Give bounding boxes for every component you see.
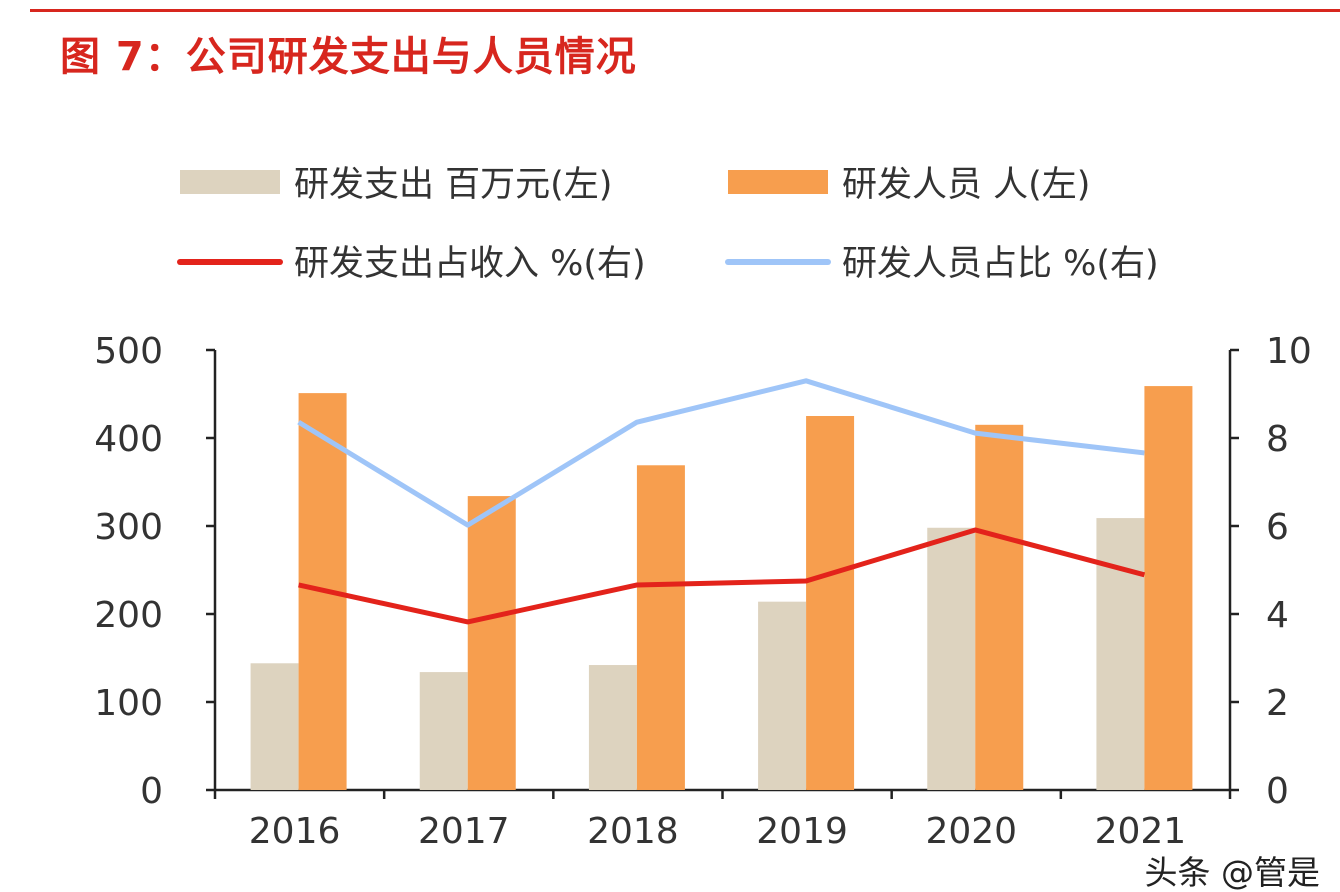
bar-rd-expense-2019	[758, 601, 807, 790]
bar-rd-expense-2020	[927, 527, 976, 790]
bar-rd-staff-2019	[806, 416, 855, 790]
legend-label: 研发人员占比 %(右)	[842, 244, 1159, 284]
left-tick-label: 0	[140, 771, 163, 812]
line-rd-expense-ratio	[298, 527, 1146, 625]
left-tick-label: 300	[94, 507, 163, 548]
x-tick-label: 2016	[249, 811, 341, 852]
left-tick-label: 400	[94, 419, 163, 460]
left-tick-label: 100	[94, 683, 163, 724]
bar-rd-staff-2020	[975, 424, 1024, 790]
x-tick-label: 2019	[756, 811, 848, 852]
legend-label: 研发支出占收入 %(右)	[294, 244, 646, 284]
bar-rd-expense-2021	[1096, 518, 1145, 790]
left-tick-label: 200	[94, 595, 163, 636]
x-tick-label: 2018	[587, 811, 679, 852]
bar-rd-expense-2018	[588, 665, 637, 790]
right-tick-label: 6	[1266, 507, 1289, 548]
right-tick-label: 8	[1266, 419, 1289, 460]
right-tick-label: 0	[1266, 771, 1289, 812]
right-tick-label: 10	[1266, 331, 1312, 372]
x-tick-label: 2017	[418, 811, 510, 852]
bar-rd-expense-2016	[250, 663, 299, 790]
legend-label: 研发人员 人(左)	[842, 165, 1090, 205]
chart-title: 图 7：公司研发支出与人员情况	[60, 34, 637, 80]
bar-rd-staff-2017	[467, 496, 516, 790]
line-rd-staff-ratio	[297, 378, 1145, 528]
left-tick-label: 500	[94, 331, 163, 372]
x-tick-label: 2021	[1095, 811, 1187, 852]
legend-swatch	[180, 170, 280, 194]
right-tick-label: 4	[1266, 595, 1289, 636]
legend-swatch	[728, 170, 828, 194]
x-tick-label: 2020	[925, 811, 1017, 852]
top-rule	[30, 9, 1340, 12]
bar-rd-staff-2018	[636, 465, 685, 790]
right-tick-label: 2	[1266, 683, 1289, 724]
watermark: 头条 @管是	[1144, 853, 1321, 892]
bar-rd-expense-2017	[419, 672, 468, 790]
legend-label: 研发支出 百万元(左)	[294, 165, 612, 205]
bar-rd-staff-2021	[1144, 386, 1193, 790]
